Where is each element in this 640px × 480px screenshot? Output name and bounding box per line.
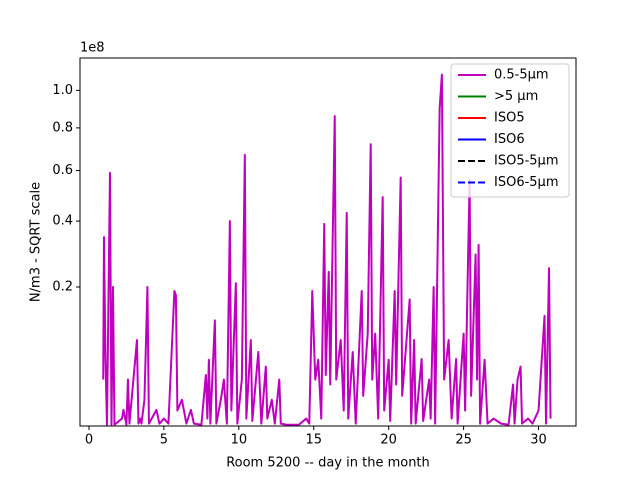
- y-tick-label: 0.6: [52, 163, 73, 178]
- x-tick-label: 10: [231, 433, 248, 448]
- x-tick-label: 0: [85, 433, 93, 448]
- legend-label: ISO6-5µm: [494, 175, 559, 190]
- axes-frame: [79, 57, 577, 427]
- x-tick-label: 20: [380, 433, 397, 448]
- legend-label: ISO6: [494, 132, 525, 147]
- x-tick-label: 25: [455, 433, 472, 448]
- y-tick-label: 1.0: [52, 83, 73, 98]
- legend-label: 0.5-5µm: [494, 68, 549, 83]
- x-axis-label: Room 5200 -- day in the month: [226, 456, 430, 471]
- legend-label: ISO5-5µm: [494, 154, 559, 169]
- y-tick-label: 0.8: [52, 120, 73, 135]
- series-line: [102, 73, 552, 426]
- legend-label: ISO5: [494, 111, 525, 126]
- x-tick-label: 5: [160, 433, 168, 448]
- x-tick-label: 15: [305, 433, 322, 448]
- y-tick-label: 0.4: [52, 214, 73, 229]
- x-tick-label: 30: [530, 433, 547, 448]
- legend-label: >5 µm: [494, 89, 538, 104]
- y-offset-label: 1e8: [80, 41, 105, 56]
- y-axis-label: N/m3 - SQRT scale: [29, 182, 44, 302]
- y-tick-label: 0.2: [52, 280, 73, 295]
